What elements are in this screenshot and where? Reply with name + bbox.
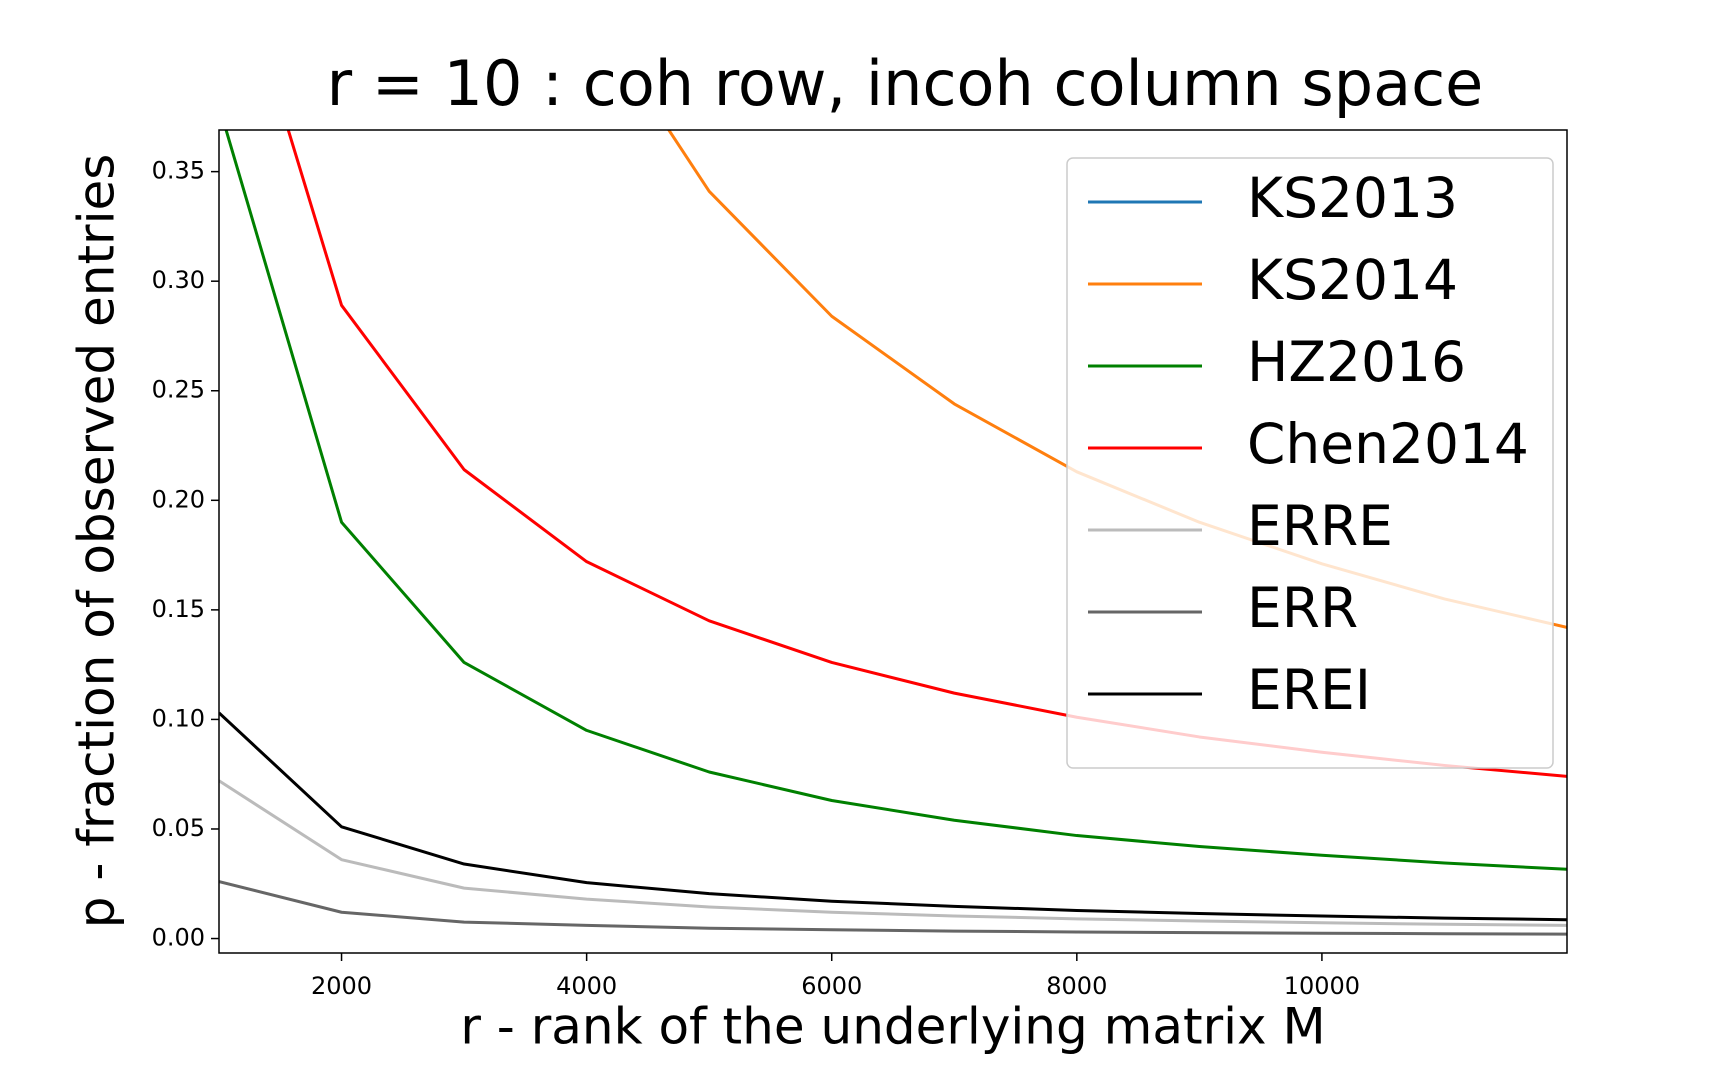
legend-label: Chen2014 xyxy=(1247,412,1529,476)
x-tick-label: 2000 xyxy=(311,972,372,1000)
legend-label: ERRE xyxy=(1247,494,1393,558)
x-tick-label: 10000 xyxy=(1284,972,1360,1000)
legend-label: EREI xyxy=(1247,658,1371,722)
x-axis-label: r - rank of the underlying matrix M xyxy=(460,998,1325,1056)
y-axis-label: p - fraction of observed entries xyxy=(68,154,126,929)
plot-frame xyxy=(218,129,1568,954)
chart-title: r = 10 : coh row, incoh column space xyxy=(327,47,1484,120)
x-tick-label: 6000 xyxy=(801,972,862,1000)
legend-label: HZ2016 xyxy=(1247,330,1466,394)
legend-label: KS2013 xyxy=(1247,166,1458,230)
y-tick-label: 0.30 xyxy=(152,266,205,294)
y-tick-label: 0.25 xyxy=(152,376,205,404)
series-line xyxy=(219,711,1567,922)
series-line xyxy=(219,880,1567,936)
y-tick-label: 0.35 xyxy=(152,157,205,185)
legend-box xyxy=(1066,157,1554,769)
legend-label: ERR xyxy=(1247,576,1358,640)
y-tick-label: 0.05 xyxy=(152,814,205,842)
y-tick-label: 0.20 xyxy=(152,485,205,513)
legend-label: KS2014 xyxy=(1247,248,1458,312)
y-tick-label: 0.15 xyxy=(152,595,205,623)
y-tick-label: 0.00 xyxy=(152,924,205,952)
series-line xyxy=(224,130,1567,871)
x-tick-label: 8000 xyxy=(1046,972,1107,1000)
series-line xyxy=(219,779,1567,927)
x-tick-label: 4000 xyxy=(556,972,617,1000)
y-tick-label: 0.10 xyxy=(152,704,205,732)
